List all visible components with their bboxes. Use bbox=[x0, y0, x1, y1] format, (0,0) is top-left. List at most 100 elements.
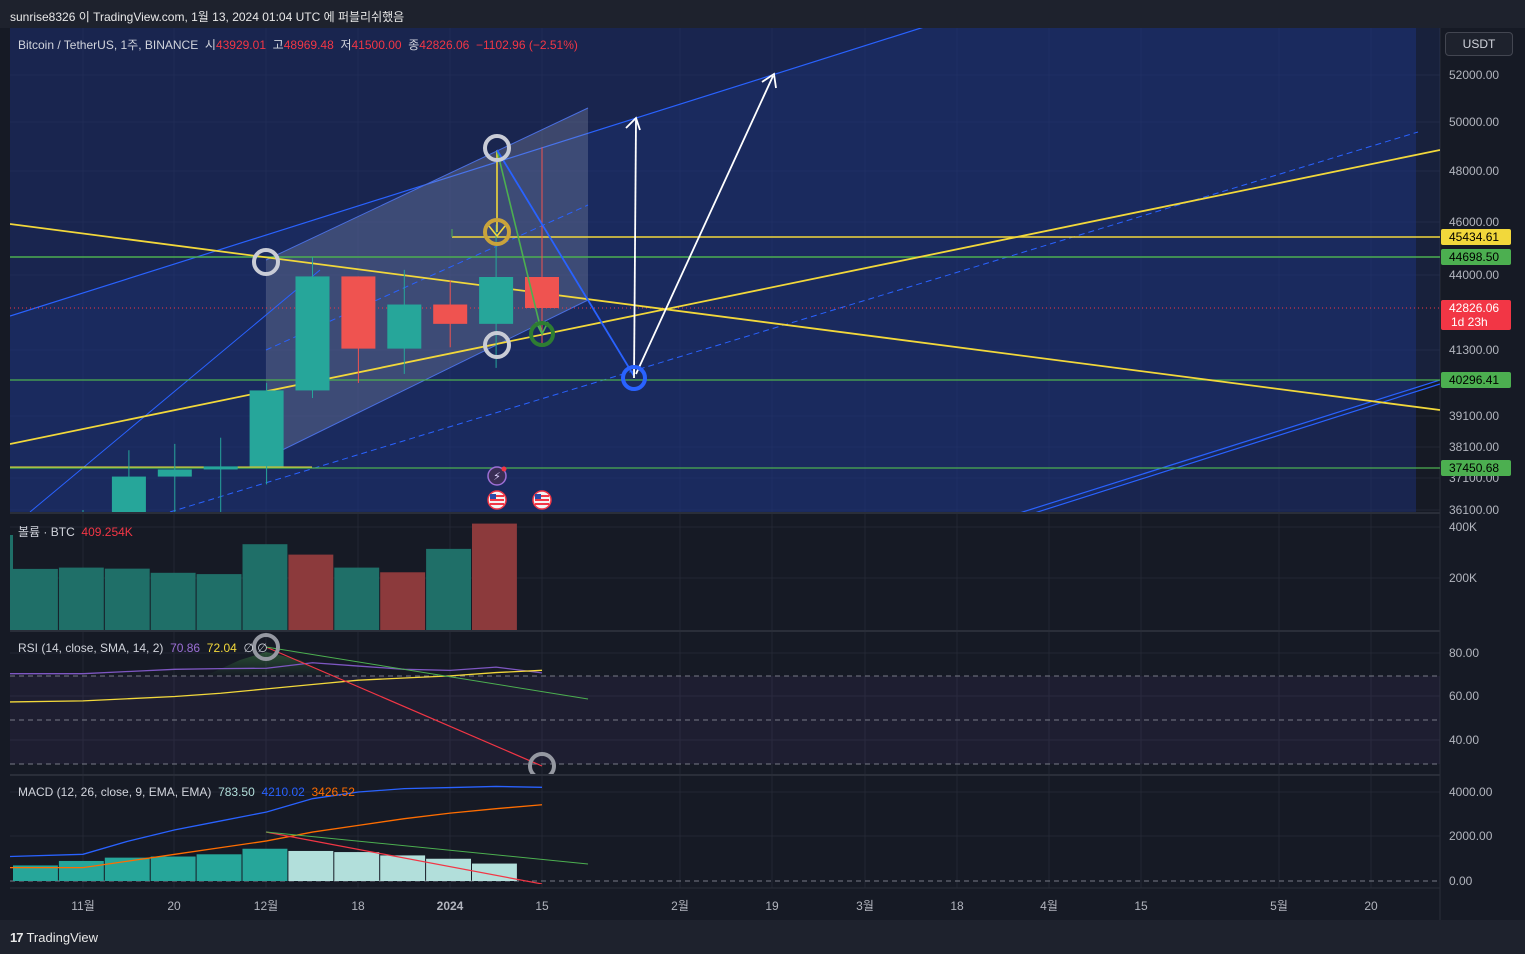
macd-axis[interactable]: 4000.00 2000.00 0.00 bbox=[1449, 785, 1493, 888]
channel-top-line[interactable] bbox=[10, 22, 940, 317]
candle[interactable] bbox=[157, 443, 192, 553]
macd-divergence-green[interactable] bbox=[265, 831, 589, 865]
volume-bar[interactable] bbox=[10, 535, 13, 630]
macd-hist-bar[interactable] bbox=[242, 848, 288, 881]
volume-bars[interactable] bbox=[10, 523, 517, 630]
candle[interactable] bbox=[111, 450, 146, 563]
volume-bar[interactable] bbox=[104, 568, 150, 630]
volume-bar[interactable] bbox=[150, 572, 196, 630]
volume-bar[interactable] bbox=[58, 567, 104, 630]
rsi-drawing[interactable] bbox=[10, 633, 1440, 778]
pivot-circle[interactable] bbox=[252, 248, 280, 276]
rsi-line[interactable] bbox=[10, 662, 543, 675]
arrow-up-1[interactable] bbox=[633, 119, 637, 379]
projection-green[interactable] bbox=[496, 149, 543, 335]
time-axis[interactable]: 11월 20 12월 18 2024 15 2월 19 3월 18 4월 15 5월 20 bbox=[71, 899, 1378, 913]
candle[interactable] bbox=[479, 224, 514, 368]
event-dot-icon bbox=[501, 466, 507, 472]
gray-channel-mid[interactable] bbox=[265, 204, 589, 351]
pivot-circle-blue[interactable] bbox=[621, 365, 647, 391]
rsi-overbought-fill bbox=[205, 652, 330, 676]
candle[interactable] bbox=[249, 382, 284, 485]
volume-bar[interactable] bbox=[13, 568, 58, 630]
rsi-legend[interactable]: RSI (14, close, SMA, 14, 2) 70.86 72.04 … bbox=[18, 641, 268, 655]
pivot-circle[interactable] bbox=[483, 134, 511, 162]
macd-hist-bar[interactable] bbox=[288, 850, 334, 881]
candle[interactable] bbox=[203, 437, 238, 520]
rsi-sma-line[interactable] bbox=[10, 669, 543, 703]
drawings-layer[interactable]: ⚡ bbox=[10, 22, 1440, 600]
price-tick-label: 36100.00 bbox=[1449, 503, 1499, 517]
pivot-circle-yellow[interactable] bbox=[483, 218, 511, 246]
price-tick-label: 38100.00 bbox=[1449, 440, 1499, 454]
rsi-axis[interactable]: 80.00 60.00 40.00 bbox=[1449, 646, 1479, 747]
price-tag[interactable]: 37450.68 bbox=[1441, 460, 1511, 476]
volume-bar[interactable] bbox=[426, 548, 471, 630]
symbol-legend[interactable]: Bitcoin / TetherUS, 1주, BINANCE 시43929.0… bbox=[18, 36, 578, 53]
candle[interactable] bbox=[525, 147, 559, 345]
macd-drawing[interactable] bbox=[10, 785, 1440, 884]
us-flag-event-icon[interactable] bbox=[532, 490, 552, 510]
time-tick-label: 2024 bbox=[437, 899, 464, 913]
arrow-up-2[interactable] bbox=[635, 75, 774, 375]
ascending-trendline[interactable] bbox=[10, 149, 1440, 445]
pivot-circle[interactable] bbox=[483, 331, 511, 359]
candle[interactable] bbox=[433, 280, 468, 348]
volume-legend[interactable]: 볼륨 · BTC 409.254K bbox=[18, 523, 133, 540]
volume-bar[interactable] bbox=[288, 554, 334, 630]
high-value: 48969.48 bbox=[283, 38, 334, 52]
channel-bottom-line-2[interactable] bbox=[1025, 383, 1440, 516]
macd-hist-bar[interactable] bbox=[58, 860, 104, 881]
price-tag[interactable]: 45434.61 bbox=[1441, 229, 1511, 245]
rsi-pivot-circle[interactable] bbox=[252, 633, 280, 661]
channel-mid-dashed[interactable] bbox=[169, 131, 1419, 512]
macd-hist-bar[interactable] bbox=[196, 854, 242, 881]
open-label: 시 bbox=[204, 38, 216, 52]
rsi-divergence-red[interactable] bbox=[265, 646, 543, 767]
volume-bar[interactable] bbox=[242, 544, 288, 630]
macd-divergence-red[interactable] bbox=[265, 831, 543, 884]
small-channel-line[interactable] bbox=[29, 269, 321, 512]
blue-zone-rectangle[interactable] bbox=[10, 28, 1416, 512]
us-flag-event-icon[interactable] bbox=[487, 490, 507, 510]
price-tag-value: 42826.06 bbox=[1449, 301, 1499, 315]
tradingview-logo[interactable]: 17 TradingView bbox=[10, 930, 98, 945]
candle[interactable] bbox=[387, 269, 422, 374]
volume-tick-label: 200K bbox=[1449, 571, 1477, 585]
price-tag-value: 45434.61 bbox=[1449, 230, 1499, 244]
footer: 17 TradingView bbox=[0, 920, 1525, 954]
macd-hist-bar[interactable] bbox=[13, 865, 58, 881]
price-tag[interactable]: 40296.41 bbox=[1441, 372, 1511, 388]
currency-button[interactable]: USDT bbox=[1445, 32, 1513, 56]
rsi-divergence-green[interactable] bbox=[265, 646, 589, 700]
price-tag-bg bbox=[1441, 229, 1511, 245]
macd-hist-bar[interactable] bbox=[150, 856, 196, 881]
descending-trendline[interactable] bbox=[10, 223, 1440, 411]
price-tag[interactable]: 44698.50 bbox=[1441, 249, 1511, 265]
candles[interactable] bbox=[66, 147, 559, 600]
gray-channel-top[interactable] bbox=[265, 107, 589, 261]
volume-bar[interactable] bbox=[380, 572, 426, 630]
macd-legend[interactable]: MACD (12, 26, close, 9, EMA, EMA) 783.50… bbox=[18, 785, 355, 799]
candle[interactable] bbox=[341, 276, 376, 383]
macd-hist-bar[interactable] bbox=[380, 855, 426, 881]
candle[interactable] bbox=[295, 256, 330, 398]
price-axis[interactable]: 52000.00 50000.00 48000.00 46000.00 44000.00… bbox=[1449, 68, 1499, 517]
volume-bar[interactable] bbox=[472, 523, 517, 630]
projection-blue[interactable] bbox=[496, 149, 635, 377]
volume-bar[interactable] bbox=[196, 574, 242, 630]
pivot-circle-green[interactable] bbox=[529, 321, 555, 347]
time-tick-label: 12월 bbox=[254, 899, 278, 913]
channel-bottom-line[interactable] bbox=[1010, 379, 1440, 516]
rising-channel-fill[interactable] bbox=[10, 22, 1440, 520]
volume-bar[interactable] bbox=[334, 567, 380, 630]
rsi-pane[interactable] bbox=[10, 632, 1440, 774]
macd-hist-bar[interactable] bbox=[334, 852, 380, 881]
macd-line[interactable] bbox=[10, 785, 543, 858]
flash-event-icon[interactable] bbox=[487, 466, 507, 486]
rsi-pivot-circle[interactable] bbox=[528, 752, 556, 778]
volume-axis[interactable]: 400K 200K bbox=[1449, 520, 1477, 585]
